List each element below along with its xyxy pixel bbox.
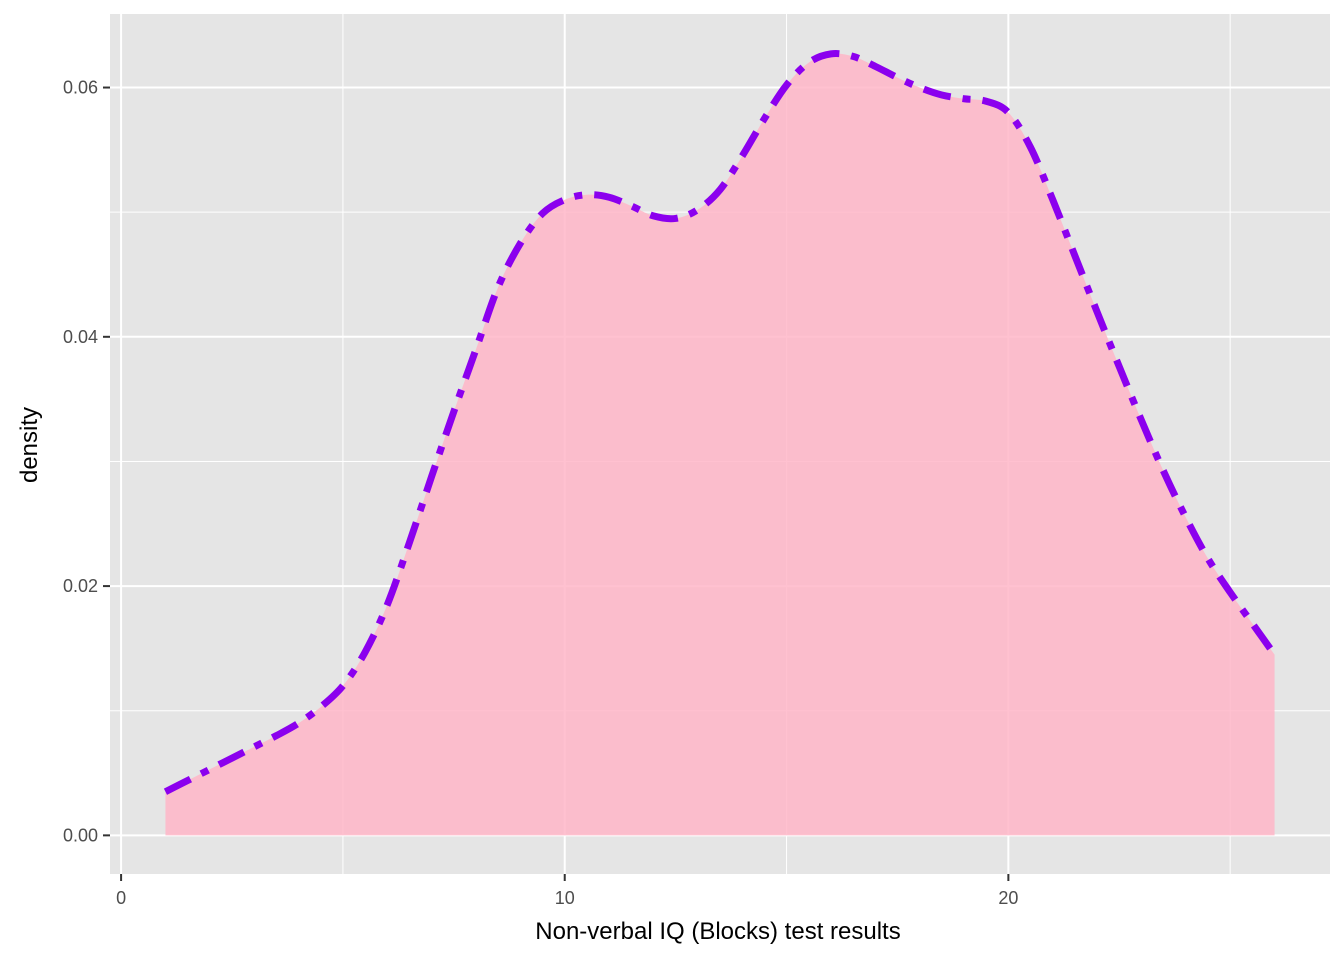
y-axis-title: density	[16, 407, 43, 483]
y-tick-label: 0.06	[63, 78, 98, 98]
y-tick-label: 0.02	[63, 576, 98, 596]
x-tick-label: 10	[555, 888, 575, 908]
x-axis-title: Non-verbal IQ (Blocks) test results	[535, 918, 900, 945]
density-area	[165, 53, 1275, 836]
y-tick-label: 0.00	[63, 825, 98, 845]
axes: 0 10 20 0.00 0.02 0.04 0.06	[63, 78, 1018, 908]
density-marks	[163, 50, 1278, 836]
y-tick-label: 0.04	[63, 327, 98, 347]
x-tick-label: 0	[116, 888, 126, 908]
x-tick-label: 20	[998, 888, 1018, 908]
density-line	[163, 50, 1278, 795]
